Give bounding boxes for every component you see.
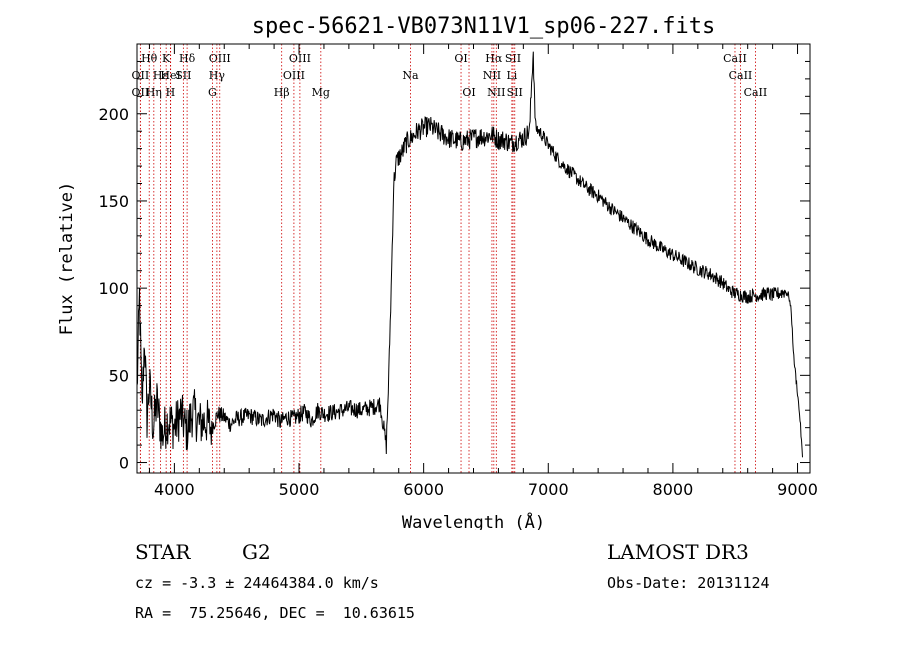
coordinates-line: RA = 75.25646, DEC = 10.63615 <box>135 604 415 622</box>
spectrum-line <box>136 51 803 458</box>
emission-line-label: NII <box>487 86 505 99</box>
y-tick-label: 0 <box>119 454 129 473</box>
emission-line-label: Hθ <box>141 52 158 65</box>
emission-line-label: SII <box>175 69 191 82</box>
x-tick-label: 4000 <box>154 480 195 499</box>
x-tick-label: 9000 <box>777 480 818 499</box>
emission-line-label: OI <box>454 52 467 65</box>
x-axis-label: Wavelength (Å) <box>402 511 545 530</box>
emission-line-label: SII <box>505 52 521 65</box>
x-tick-label: 5000 <box>279 480 320 499</box>
emission-line-label: OIII <box>283 69 305 82</box>
emission-line-label: NII <box>483 69 501 82</box>
emission-line-label: Hε <box>153 69 169 82</box>
emission-line-label: SII <box>507 86 523 99</box>
y-tick-label: 150 <box>98 192 129 211</box>
emission-line-label: Na <box>402 69 419 82</box>
object-class: STAR <box>135 540 191 564</box>
emission-line-label: OII <box>132 86 150 99</box>
emission-line-label: CaII <box>723 52 747 65</box>
emission-line-label: CaII <box>744 86 768 99</box>
emission-line-label: OIII <box>289 52 311 65</box>
emission-line-label: OIII <box>209 52 231 65</box>
emission-line-label: G <box>208 86 217 99</box>
emission-line-label: K <box>162 52 171 65</box>
y-tick-label: 50 <box>109 366 129 385</box>
obs-date: Obs-Date: 20131124 <box>607 574 770 592</box>
y-axis-label: Flux (relative) <box>57 182 77 336</box>
emission-line-label: H <box>166 86 176 99</box>
x-tick-label: 7000 <box>528 480 569 499</box>
emission-line-label: OI <box>462 86 475 99</box>
emission-line-label: Hδ <box>179 52 196 65</box>
redshift-line: cz = -3.3 ± 24464384.0 km/s <box>135 574 379 592</box>
emission-line-label: CaII <box>729 69 753 82</box>
emission-line-label: Hγ <box>209 69 226 82</box>
emission-line-label: Hη <box>146 86 162 99</box>
y-tick-label: 200 <box>98 105 129 124</box>
emission-line-label: Li <box>506 69 517 82</box>
spectrum-chart: spec-56621-VB073N11V1_sp06-227.fits Hθ OII… <box>57 14 818 530</box>
plot-frame <box>136 43 811 474</box>
chart-title: spec-56621-VB073N11V1_sp06-227.fits <box>252 14 716 39</box>
emission-line-label: Mg <box>312 86 330 99</box>
x-tick-label: 6000 <box>403 480 444 499</box>
x-tick-label: 8000 <box>653 480 694 499</box>
object-subclass: G2 <box>242 540 271 564</box>
emission-line-label: Hα <box>485 52 503 65</box>
emission-line-label: Hβ <box>274 86 290 99</box>
y-tick-label: 100 <box>98 279 129 298</box>
survey-name: LAMOST DR3 <box>607 540 749 564</box>
